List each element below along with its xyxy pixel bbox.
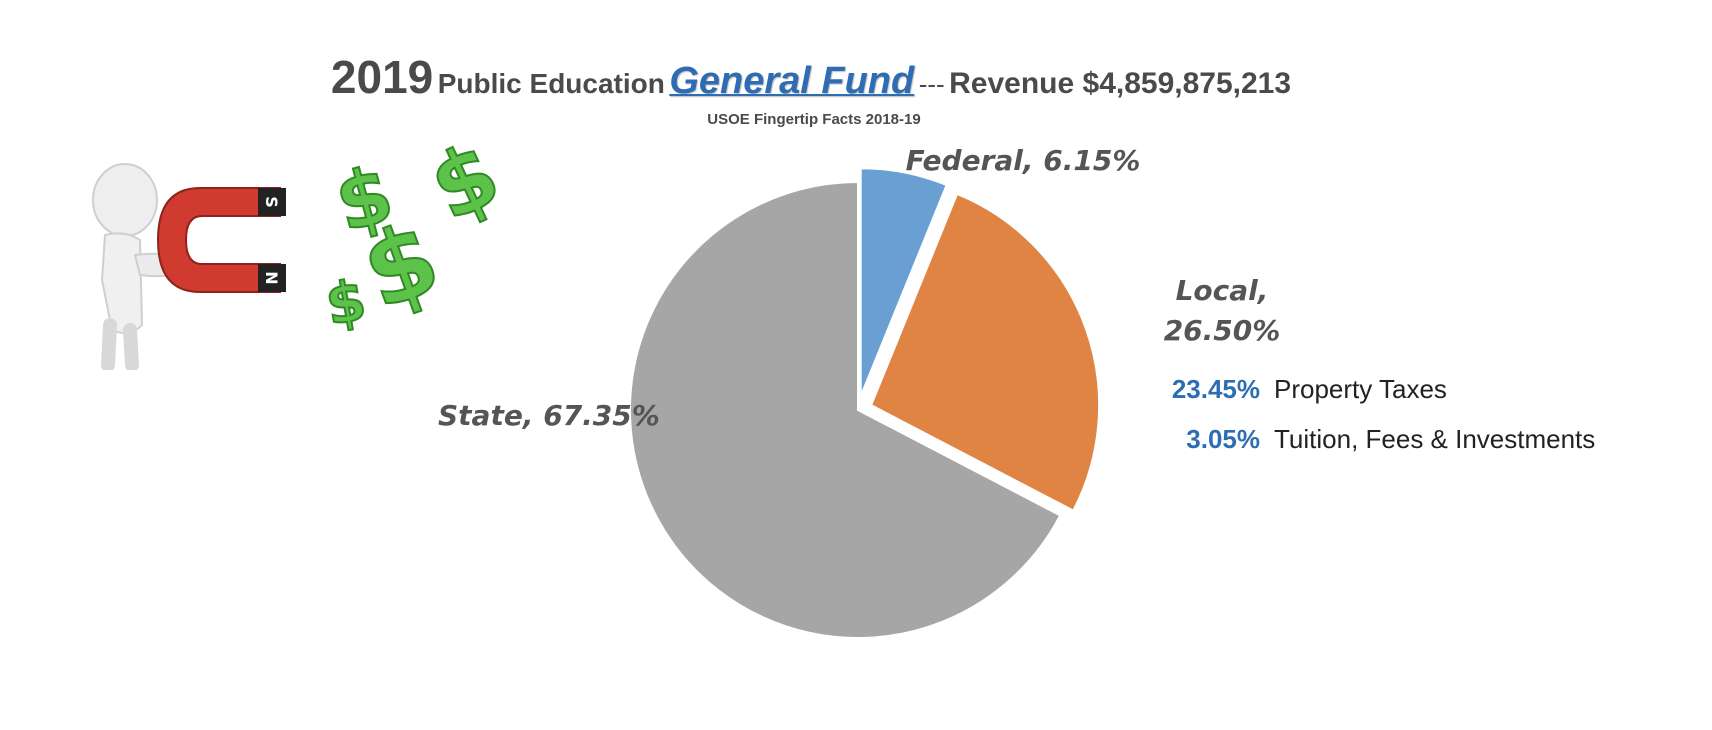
magnet-illustration: S N $ $ $ $	[92, 140, 515, 370]
title-highlight: General Fund	[669, 60, 915, 102]
title-prefix: Public Education	[437, 68, 665, 99]
local-breakdown-tuition: 3.05% Tuition, Fees & Investments	[1150, 424, 1595, 455]
slice-label-federal: Federal, 6.15%	[906, 144, 1141, 177]
title-revenue: Revenue $4,859,875,213	[949, 67, 1292, 100]
breakdown-percent: 23.45%	[1171, 374, 1260, 404]
slice-label-local: Local,	[1176, 274, 1269, 307]
pie-slice-federal	[859, 167, 948, 397]
breakdown-percent: 3.05%	[1186, 424, 1260, 454]
chart-title: 2019 Public Education General Fund --- R…	[0, 50, 1667, 110]
title-year: 2019	[330, 51, 434, 103]
svg-text:S: S	[262, 196, 281, 208]
slice-label-state: State, 67.35%	[438, 399, 660, 432]
breakdown-label: Tuition, Fees & Investments	[1274, 424, 1596, 454]
svg-text:N: N	[262, 271, 281, 284]
title-separator: ---	[918, 69, 945, 99]
horseshoe-magnet-icon: S N	[156, 187, 286, 293]
slice-label-local-value: 26.50%	[1164, 314, 1281, 347]
pie-slice-state	[629, 180, 1062, 639]
local-breakdown-property: 23.45% Property Taxes	[1150, 374, 1447, 405]
pie-slice-local	[869, 192, 1101, 512]
breakdown-label: Property Taxes	[1274, 374, 1447, 404]
chart-source: USOE Fingertip Facts 2018-19	[707, 111, 921, 128]
